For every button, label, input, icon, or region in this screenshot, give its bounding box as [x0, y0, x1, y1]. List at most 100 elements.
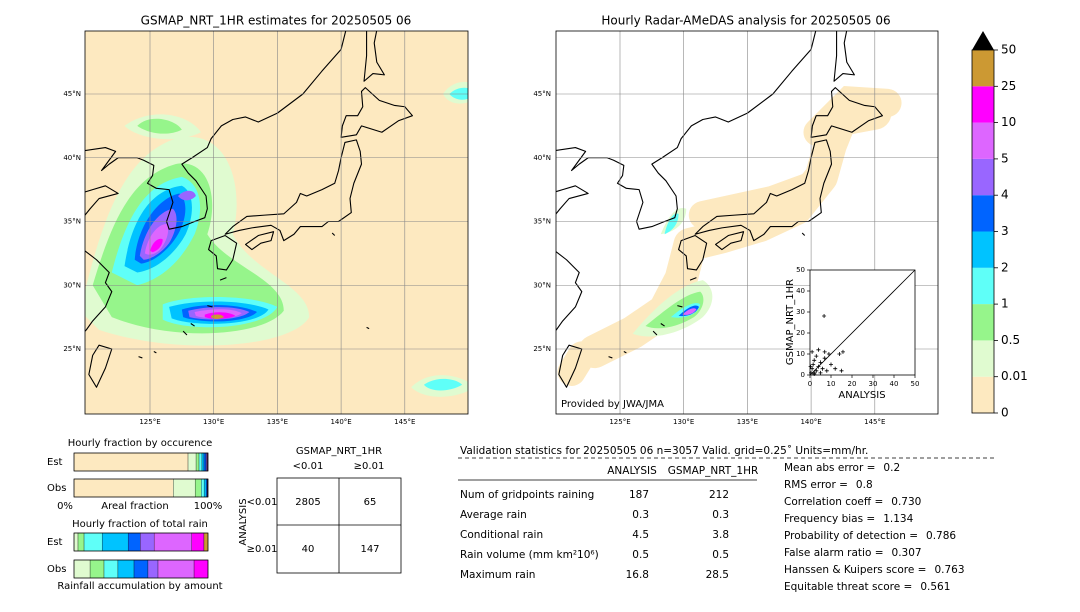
row-label: Obs — [47, 564, 66, 575]
cell: 147 — [360, 544, 379, 555]
point — [812, 358, 817, 363]
row-label: Est — [47, 457, 63, 468]
colorbar-label: 25 — [1001, 79, 1016, 93]
bar-segment — [73, 532, 79, 552]
y-axis-label: GSMAP_NRT_1HR — [785, 279, 796, 365]
colorbar-segment — [972, 195, 994, 232]
score-label: Equitable threat score = — [784, 581, 912, 593]
row-label: Est — [47, 537, 63, 548]
rain-area — [211, 314, 224, 320]
x-tick-label: 20 — [848, 380, 857, 388]
score-value: 0.730 — [891, 496, 921, 508]
point — [812, 371, 817, 376]
lon-tick-label: 135°E — [267, 418, 288, 426]
point — [818, 370, 823, 375]
colorbar-segment — [972, 267, 994, 305]
bar-segment — [117, 559, 135, 579]
map-title: GSMAP_NRT_1HR estimates for 20250505 06 — [141, 14, 412, 28]
y-tick-label: 20 — [796, 329, 805, 337]
point — [824, 368, 829, 373]
colorbar-label: 10 — [1001, 115, 1016, 129]
lat-tick-label: 25°N — [533, 345, 551, 353]
score-label: Probability of detection = — [784, 530, 918, 542]
bar-title: Hourly fraction of total rain — [72, 519, 208, 530]
point — [810, 349, 815, 354]
colorbar-label: 50 — [1001, 43, 1016, 57]
grid — [85, 31, 468, 414]
bar-segment — [140, 532, 155, 552]
colorbar-label: 5 — [1001, 151, 1009, 165]
credit: Provided by JWA/JMA — [561, 399, 664, 410]
colorbar-segment — [972, 158, 994, 196]
lon-tick-label: 145°E — [394, 418, 415, 426]
point — [839, 368, 844, 373]
stat-value: 0.5 — [632, 549, 649, 561]
stat-label: Conditional rain — [460, 529, 543, 541]
x-tick-label: 50 — [911, 380, 920, 388]
bar-segment — [201, 478, 205, 498]
diagonal — [809, 269, 916, 376]
stat-value: 4.5 — [632, 529, 649, 541]
column-label: ≥0.01 — [354, 461, 385, 472]
y-tick-label: 40 — [796, 287, 805, 295]
colorbar-segment — [972, 50, 994, 87]
validation-header: Validation statistics for 20250505 06 n=… — [460, 445, 868, 457]
rain-area — [144, 224, 242, 319]
bar-segment — [101, 532, 129, 552]
score-value: 0.8 — [856, 479, 873, 491]
column-header: GSMAP_NRT_1HR — [668, 465, 759, 477]
point — [814, 368, 819, 373]
bar-frame — [73, 478, 209, 498]
score-label: Frequency bias = — [784, 513, 875, 525]
map-title: Hourly Radar-AMeDAS analysis for 2025050… — [601, 14, 890, 28]
score-label: RMS error = — [784, 479, 848, 491]
bar-frame — [73, 559, 209, 579]
table-title: GSMAP_NRT_1HR — [296, 446, 382, 457]
axis-label: 0% — [57, 501, 73, 512]
colorbar-label: 2 — [1001, 260, 1009, 274]
bar-segment — [89, 559, 105, 579]
colorbar-label: 0.01 — [1001, 369, 1028, 383]
point — [837, 352, 842, 356]
x-tick-label: 40 — [890, 380, 899, 388]
colorbar-label: 1 — [1001, 297, 1009, 311]
score-value: 0.561 — [920, 581, 950, 593]
point — [814, 354, 819, 359]
lon-tick-label: 140°E — [330, 418, 351, 426]
lat-tick-label: 25°N — [63, 345, 81, 353]
point — [816, 347, 821, 352]
stat-value: 0.3 — [712, 509, 729, 521]
row-label: <0.01 — [247, 497, 278, 508]
axis-label: Rainfall accumulation by amount — [57, 581, 222, 592]
bar-frame — [73, 452, 209, 472]
stat-value: 16.8 — [626, 569, 649, 581]
stat-value: 28.5 — [706, 569, 729, 581]
point — [820, 366, 825, 371]
bar-segment — [153, 532, 192, 552]
bar-segment — [133, 559, 149, 579]
score-value: 0.307 — [892, 547, 922, 559]
lon-tick-label: 130°E — [673, 418, 694, 426]
map-frame — [555, 30, 939, 415]
bar-segment — [203, 478, 207, 498]
score-label: Mean abs error = — [784, 462, 875, 474]
scatter: 0 10 20 30 40 50 0 10 20 30 40 50 — [796, 266, 919, 388]
right-map-area — [556, 31, 938, 414]
lat-tick-label: 45°N — [533, 90, 551, 98]
x-axis-label: ANALYSIS — [838, 390, 885, 401]
row-title: ANALYSIS — [238, 498, 249, 545]
colorbar-segment — [972, 122, 994, 159]
y-tick-label: 0 — [801, 371, 805, 379]
lon-tick-label: 140°E — [800, 418, 821, 426]
lon-tick-label: 135°E — [737, 418, 758, 426]
column-header: ANALYSIS — [607, 465, 657, 477]
stat-value: 187 — [629, 489, 649, 501]
bar-title: Hourly fraction by occurence — [68, 438, 212, 449]
rain-area — [149, 238, 236, 319]
stat-label: Rain volume (mm km²10⁶) — [460, 549, 599, 561]
cell: 40 — [302, 544, 315, 555]
lat-tick-label: 40°N — [533, 154, 551, 162]
x-tick-label: 0 — [808, 380, 812, 388]
stat-value: 0.3 — [632, 509, 649, 521]
